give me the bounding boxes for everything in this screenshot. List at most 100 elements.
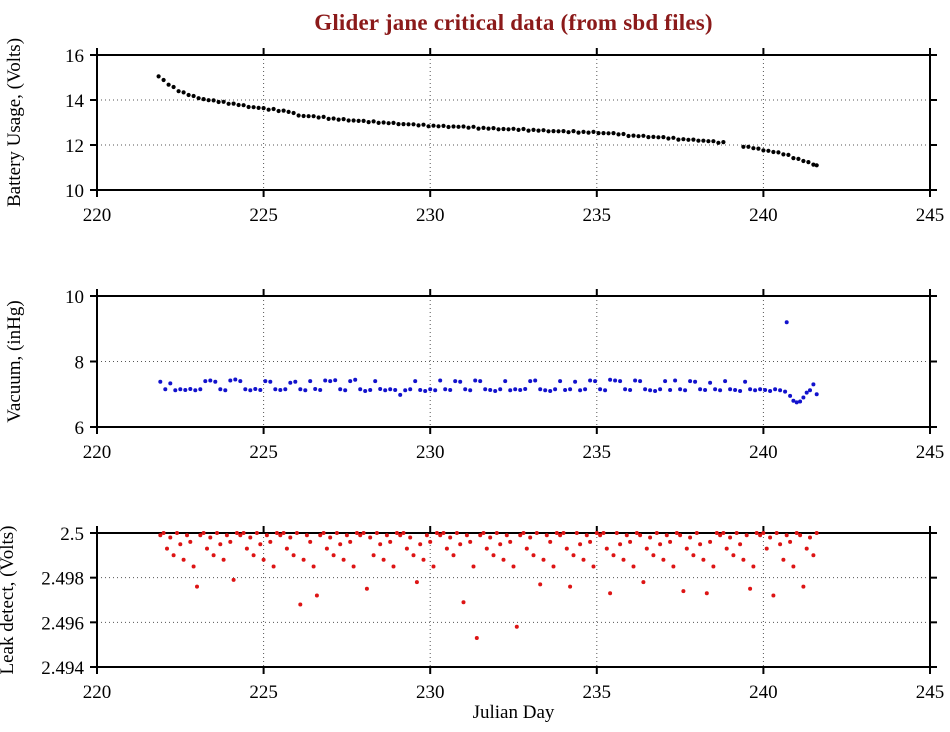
data-point bbox=[806, 160, 811, 165]
data-point bbox=[333, 378, 338, 383]
data-point bbox=[263, 379, 268, 384]
subplot-battery: 220 225 230 235 240 245 10 12 14 16 Battery Usage,… bbox=[4, 38, 944, 226]
data-point bbox=[536, 128, 541, 133]
data-point bbox=[578, 542, 583, 547]
x-tick-label: 245 bbox=[916, 682, 945, 703]
x-tick-label: 245 bbox=[916, 442, 945, 463]
data-point bbox=[554, 531, 559, 535]
data-point bbox=[386, 121, 391, 126]
data-point bbox=[418, 542, 423, 547]
data-point bbox=[173, 388, 178, 393]
data-point bbox=[248, 388, 253, 393]
data-point bbox=[791, 398, 796, 403]
data-point bbox=[388, 539, 393, 544]
data-point bbox=[814, 163, 819, 168]
data-point bbox=[461, 600, 466, 605]
data-point bbox=[563, 388, 568, 392]
data-point bbox=[568, 387, 573, 392]
data-point bbox=[176, 89, 181, 94]
data-point bbox=[211, 553, 216, 558]
data-point bbox=[296, 113, 301, 118]
data-point bbox=[394, 531, 399, 535]
data-point bbox=[531, 553, 536, 558]
data-point bbox=[268, 539, 273, 544]
data-point bbox=[718, 533, 723, 538]
data-point bbox=[728, 387, 733, 392]
data-point bbox=[808, 388, 812, 393]
data-point bbox=[608, 377, 613, 382]
data-point bbox=[316, 115, 321, 120]
series-leak bbox=[158, 531, 819, 640]
data-point bbox=[514, 624, 519, 629]
data-point bbox=[693, 379, 698, 384]
data-point bbox=[524, 546, 529, 551]
data-point bbox=[201, 531, 206, 535]
data-point bbox=[391, 120, 396, 125]
data-point bbox=[384, 533, 389, 538]
data-point bbox=[493, 389, 498, 393]
data-point bbox=[444, 546, 449, 551]
data-point bbox=[264, 533, 269, 538]
data-point bbox=[801, 395, 806, 400]
data-point bbox=[314, 593, 319, 598]
data-point bbox=[254, 531, 259, 535]
data-point bbox=[556, 129, 561, 134]
data-point bbox=[215, 531, 219, 535]
x-axis-label: Julian Day bbox=[473, 702, 555, 723]
data-point bbox=[451, 553, 456, 558]
data-point bbox=[553, 387, 558, 392]
data-point bbox=[698, 387, 703, 392]
data-point bbox=[288, 380, 293, 385]
data-point bbox=[581, 557, 586, 562]
data-point bbox=[593, 379, 598, 384]
data-point bbox=[664, 533, 669, 538]
data-point bbox=[656, 135, 661, 140]
data-point bbox=[478, 379, 483, 384]
data-point bbox=[438, 533, 443, 538]
data-point bbox=[416, 123, 421, 128]
data-point bbox=[171, 84, 176, 90]
data-point bbox=[248, 535, 253, 540]
y-tick-label: 2.498 bbox=[41, 569, 84, 590]
data-point bbox=[238, 379, 243, 384]
data-point bbox=[471, 124, 476, 129]
data-point bbox=[751, 146, 756, 151]
data-point bbox=[703, 388, 708, 392]
data-point bbox=[621, 557, 626, 562]
data-point bbox=[538, 582, 543, 587]
data-point bbox=[584, 533, 589, 538]
data-point bbox=[413, 379, 418, 384]
data-point bbox=[388, 387, 393, 392]
data-point bbox=[461, 124, 466, 129]
data-point bbox=[523, 387, 528, 391]
data-point bbox=[383, 388, 388, 393]
data-point bbox=[456, 124, 461, 129]
data-point bbox=[754, 531, 759, 535]
data-point bbox=[561, 531, 566, 535]
y-tick-label: 2.5 bbox=[60, 524, 84, 545]
data-point bbox=[558, 379, 563, 384]
data-point bbox=[576, 130, 581, 135]
data-point bbox=[658, 542, 663, 547]
data-point bbox=[681, 137, 686, 142]
data-point bbox=[676, 137, 681, 142]
data-point bbox=[586, 130, 591, 135]
data-point bbox=[588, 539, 593, 544]
data-point bbox=[646, 135, 651, 140]
data-point bbox=[574, 531, 579, 535]
data-point bbox=[185, 533, 189, 538]
data-point bbox=[711, 139, 716, 144]
data-point bbox=[814, 531, 819, 535]
data-point bbox=[491, 126, 496, 131]
data-point bbox=[723, 379, 728, 384]
data-point bbox=[471, 564, 476, 569]
data-point bbox=[414, 580, 419, 585]
data-point bbox=[811, 162, 816, 167]
figure-title: Glider jane critical data (from sbd file… bbox=[314, 10, 713, 35]
data-point bbox=[336, 117, 341, 122]
data-point bbox=[303, 388, 308, 393]
data-point bbox=[788, 539, 793, 544]
data-point bbox=[343, 388, 348, 393]
data-point bbox=[781, 557, 786, 562]
data-point bbox=[198, 387, 203, 392]
